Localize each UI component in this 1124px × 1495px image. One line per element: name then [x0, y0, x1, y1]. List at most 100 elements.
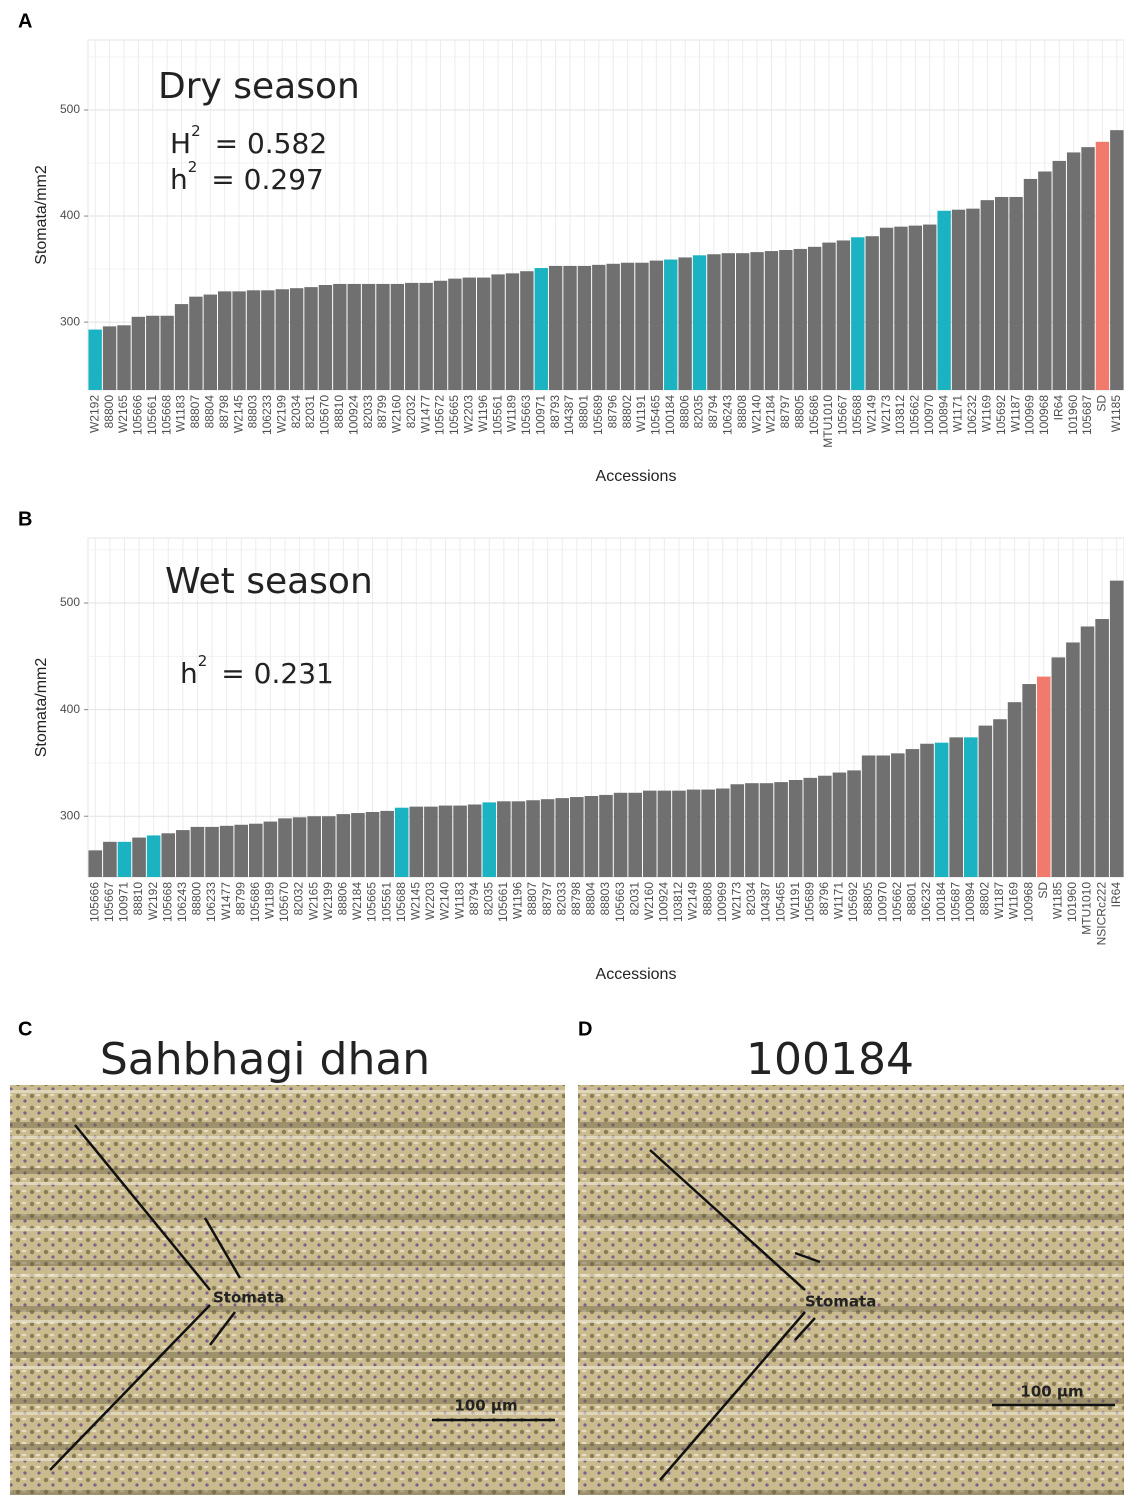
- stomata-label: Stomata: [213, 1289, 284, 1307]
- bar: [520, 271, 534, 390]
- x-tick-label: 105665: [447, 395, 461, 435]
- x-tick-label: 100971: [533, 395, 547, 435]
- x-tick-label: W2173: [879, 395, 893, 433]
- bar: [246, 290, 261, 390]
- bar: [774, 782, 788, 877]
- x-tick-label: W1185: [1051, 882, 1065, 919]
- x-tick-label: 105686: [248, 882, 262, 922]
- x-tick-label: 88799: [233, 882, 247, 916]
- bar: [526, 800, 540, 877]
- bar: [453, 805, 467, 877]
- bar: [715, 788, 730, 877]
- bar: [505, 273, 520, 390]
- x-tick-label: 105663: [519, 395, 533, 435]
- bar: [234, 824, 249, 877]
- bar: [686, 789, 701, 877]
- x-tick-label: W1191: [788, 882, 802, 919]
- x-tick-label: W2160: [642, 882, 656, 920]
- bar: [467, 804, 482, 877]
- bar: [923, 224, 937, 390]
- x-tick-label: 82033: [554, 882, 568, 916]
- bar: [249, 823, 263, 877]
- bar: [103, 841, 117, 877]
- bar: [278, 818, 292, 877]
- x-tick-label: SD: [1036, 882, 1050, 899]
- x-tick-label: 82034: [289, 395, 303, 429]
- bar: [822, 242, 836, 390]
- x-tick-label: W2140: [749, 395, 763, 433]
- bar: [190, 826, 205, 877]
- bar: [721, 253, 735, 390]
- bar: [263, 821, 278, 877]
- x-tick-label: 105688: [850, 395, 864, 435]
- x-tick-label: 100970: [875, 882, 889, 922]
- bar: [779, 250, 793, 390]
- x-tick-label: 100894: [936, 395, 950, 435]
- bar: [534, 268, 548, 390]
- bar: [788, 779, 803, 877]
- annotation-symbol: h: [180, 657, 198, 690]
- x-tick-label: W2173: [729, 882, 743, 920]
- x-tick-label: 100969: [1023, 395, 1037, 435]
- x-tick-label: W2192: [87, 395, 101, 433]
- x-tick-label: 88799: [375, 395, 389, 429]
- x-tick-label: W1171: [832, 882, 846, 919]
- bar: [584, 795, 599, 877]
- bar: [261, 290, 275, 390]
- x-tick-label: 105663: [613, 882, 627, 922]
- bar: [448, 278, 462, 390]
- x-tick-label: 104387: [562, 395, 576, 435]
- bar: [88, 850, 103, 877]
- x-tick-label: 88802: [978, 882, 992, 916]
- annotation-text: = 0.582: [215, 127, 328, 160]
- bar: [803, 777, 818, 877]
- annotation-text: = 0.297: [211, 163, 324, 196]
- bar: [1066, 152, 1081, 390]
- x-tick-label: NSICRc222: [1094, 882, 1108, 946]
- x-tick-label: 101960: [1066, 395, 1080, 435]
- x-tick-label: 88798: [217, 395, 231, 429]
- bar: [117, 325, 131, 390]
- x-tick-label: 105670: [277, 882, 291, 922]
- x-tick-label: 88806: [677, 395, 691, 429]
- x-tick-label: W2192: [146, 882, 160, 920]
- y-tick-label: 500: [60, 102, 80, 116]
- x-tick-label: 88800: [102, 395, 116, 429]
- bar: [563, 265, 577, 390]
- bar: [424, 806, 438, 877]
- x-tick-label: W1169: [1007, 882, 1021, 919]
- x-tick-label: W2199: [321, 882, 335, 920]
- bar: [555, 798, 570, 877]
- bar: [438, 805, 453, 877]
- x-tick-label: 88808: [735, 395, 749, 429]
- bar: [160, 315, 174, 390]
- x-tick-label: 100184: [663, 395, 677, 435]
- bar: [146, 835, 161, 877]
- x-tick-label: W2184: [764, 395, 778, 433]
- bar: [649, 260, 664, 390]
- bar: [1009, 196, 1023, 390]
- bar: [993, 719, 1007, 877]
- bar: [807, 246, 822, 390]
- bar: [836, 240, 851, 390]
- x-tick-label: MTU1010: [1080, 882, 1094, 935]
- x-tick-label: W2145: [408, 882, 422, 920]
- bar: [995, 196, 1009, 390]
- x-tick-label: 88804: [202, 395, 216, 429]
- x-tick-label: 105666: [131, 395, 145, 435]
- bar: [818, 775, 832, 877]
- bar: [736, 253, 750, 390]
- x-tick-label: W2140: [438, 882, 452, 920]
- stomata-label: Stomata: [805, 1293, 876, 1311]
- bar: [318, 285, 333, 390]
- bar: [642, 790, 657, 877]
- bar: [380, 810, 394, 877]
- x-tick-label: 103812: [893, 395, 907, 435]
- x-tick-label: 82033: [361, 395, 375, 429]
- y-axis-title: Stomata/mm2: [33, 165, 50, 265]
- y-tick-label: 500: [60, 595, 80, 609]
- x-tick-label: W1189: [263, 882, 277, 919]
- bar: [88, 329, 102, 390]
- bar: [980, 200, 994, 390]
- x-tick-label: 88805: [861, 882, 875, 916]
